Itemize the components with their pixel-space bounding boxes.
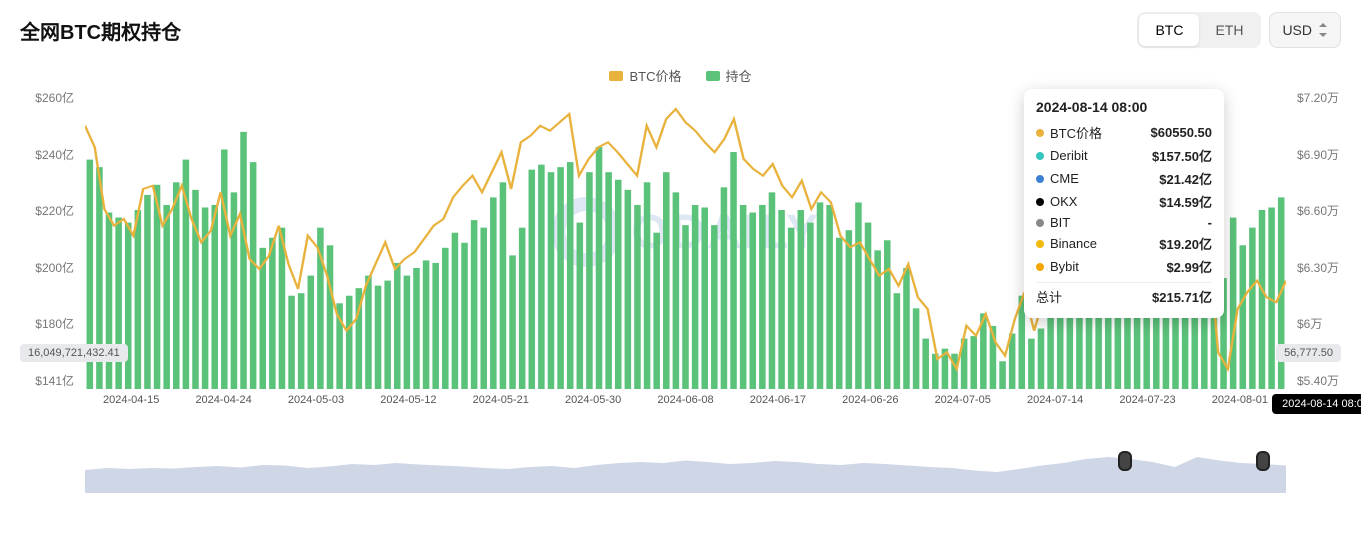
tooltip-dot-icon bbox=[1036, 152, 1044, 160]
tooltip-row-value: $19.20亿 bbox=[1159, 234, 1212, 253]
chart-legend: BTC价格 持仓 bbox=[0, 60, 1361, 89]
tooltip-row: Bybit $2.99亿 bbox=[1036, 255, 1212, 278]
x-tick: 2024-06-26 bbox=[824, 394, 916, 406]
x-tick: 2024-08-01 bbox=[1194, 394, 1286, 406]
legend-label-oi: 持仓 bbox=[726, 66, 752, 85]
y-right-tick: $7.20万 bbox=[1297, 89, 1339, 106]
tooltip-row-label: Bybit bbox=[1050, 259, 1079, 274]
x-tick: 2024-07-05 bbox=[917, 394, 1009, 406]
y-left-tick: $141亿 bbox=[35, 372, 74, 389]
tooltip-title: 2024-08-14 08:00 bbox=[1036, 99, 1212, 115]
navigator-svg bbox=[85, 443, 1286, 493]
tooltip-row-label: CME bbox=[1050, 171, 1079, 186]
y-right-tick: $5.40万 bbox=[1297, 372, 1339, 389]
navigator-brush[interactable] bbox=[85, 443, 1286, 493]
x-tick: 2024-05-03 bbox=[270, 394, 362, 406]
y-left-tick: $220亿 bbox=[35, 202, 74, 219]
tooltip-dot-icon bbox=[1036, 219, 1044, 227]
tooltip-total-label: 总计 bbox=[1036, 287, 1062, 306]
page-title: 全网BTC期权持仓 bbox=[20, 16, 181, 45]
y-left-tick: $200亿 bbox=[35, 259, 74, 276]
tooltip-row: Deribit $157.50亿 bbox=[1036, 144, 1212, 167]
y-right-tick: $6.60万 bbox=[1297, 202, 1339, 219]
x-tick: 2024-04-24 bbox=[177, 394, 269, 406]
x-tick: 2024-05-12 bbox=[362, 394, 454, 406]
tooltip-row-label: Binance bbox=[1050, 236, 1097, 251]
tooltip-row-value: - bbox=[1208, 215, 1212, 230]
chart-area: $260亿 $240亿 $220亿 $200亿 $180亿 $141亿 $7.20万 $6.… bbox=[20, 89, 1341, 429]
chart-tooltip: 2024-08-14 08:00 BTC价格 $60550.50 Deribit $1… bbox=[1024, 89, 1224, 318]
x-tick: 2024-07-14 bbox=[1009, 394, 1101, 406]
tooltip-dot-icon bbox=[1036, 198, 1044, 206]
legend-oi[interactable]: 持仓 bbox=[706, 66, 752, 85]
tooltip-row: Binance $19.20亿 bbox=[1036, 232, 1212, 255]
y-right-tick: $6万 bbox=[1297, 315, 1322, 332]
tooltip-row-label: Deribit bbox=[1050, 148, 1088, 163]
tooltip-row: OKX $14.59亿 bbox=[1036, 190, 1212, 213]
tooltip-dot-icon bbox=[1036, 263, 1044, 271]
tooltip-row: CME $21.42亿 bbox=[1036, 167, 1212, 190]
y-right-tick: $6.30万 bbox=[1297, 259, 1339, 276]
y-left-tick: $180亿 bbox=[35, 315, 74, 332]
currency-select[interactable]: USD bbox=[1269, 12, 1341, 48]
tab-btc[interactable]: BTC bbox=[1139, 14, 1199, 46]
x-tick: 2024-05-30 bbox=[547, 394, 639, 406]
y-left-tick: $260亿 bbox=[35, 89, 74, 106]
asset-tab-group: BTC ETH bbox=[1137, 12, 1261, 48]
tooltip-row-value: $14.59亿 bbox=[1159, 192, 1212, 211]
legend-swatch-oi bbox=[706, 71, 720, 81]
right-axis-marker: 56,777.50 bbox=[1276, 344, 1341, 362]
tooltip-row-value: $21.42亿 bbox=[1159, 169, 1212, 188]
tooltip-row-label: BIT bbox=[1050, 215, 1070, 230]
tooltip-row-value: $157.50亿 bbox=[1152, 146, 1212, 165]
tooltip-row: BIT - bbox=[1036, 213, 1212, 232]
tooltip-row-label: OKX bbox=[1050, 194, 1077, 209]
y-left-tick: $240亿 bbox=[35, 146, 74, 163]
legend-label-price: BTC价格 bbox=[629, 66, 681, 85]
brush-handle-left[interactable] bbox=[1118, 451, 1132, 471]
x-tick: 2024-05-21 bbox=[455, 394, 547, 406]
y-right-tick: $6.90万 bbox=[1297, 146, 1339, 163]
tooltip-dot-icon bbox=[1036, 175, 1044, 183]
tab-eth[interactable]: ETH bbox=[1199, 14, 1259, 46]
x-axis: 2024-04-152024-04-242024-05-032024-05-12… bbox=[85, 394, 1286, 406]
legend-swatch-price bbox=[609, 71, 623, 81]
chevron-updown-icon bbox=[1318, 23, 1328, 37]
header-controls: BTC ETH USD bbox=[1137, 12, 1341, 48]
tooltip-row-label: BTC价格 bbox=[1050, 123, 1102, 142]
tooltip-dot-icon bbox=[1036, 129, 1044, 137]
chart-plot[interactable]: ODAILY 2024-08-14 08:00 BTC价格$60550.50De… bbox=[85, 89, 1286, 389]
currency-value: USD bbox=[1282, 22, 1312, 38]
x-tick: 2024-07-23 bbox=[1101, 394, 1193, 406]
tooltip-row-value: $60550.50 bbox=[1151, 125, 1212, 140]
tooltip-row-value: $2.99亿 bbox=[1166, 257, 1212, 276]
left-axis-marker: 16,049,721,432.41 bbox=[20, 344, 128, 362]
tooltip-total-value: $215.71亿 bbox=[1152, 287, 1212, 306]
brush-handle-right[interactable] bbox=[1256, 451, 1270, 471]
x-tick: 2024-06-08 bbox=[639, 394, 731, 406]
legend-price[interactable]: BTC价格 bbox=[609, 66, 681, 85]
x-tick: 2024-04-15 bbox=[85, 394, 177, 406]
x-tick: 2024-06-17 bbox=[732, 394, 824, 406]
tooltip-row: BTC价格 $60550.50 bbox=[1036, 121, 1212, 144]
tooltip-dot-icon bbox=[1036, 240, 1044, 248]
